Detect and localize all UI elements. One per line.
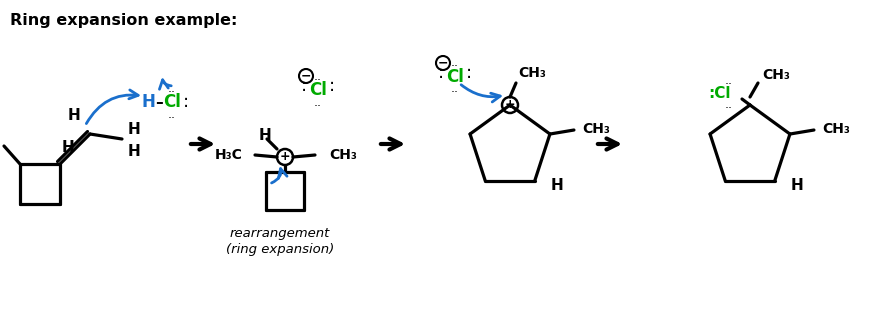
Text: +: + — [280, 150, 290, 163]
Text: Cl: Cl — [163, 93, 181, 111]
Text: ..: .. — [168, 82, 176, 95]
Text: +: + — [504, 99, 516, 111]
Text: CH₃: CH₃ — [582, 122, 610, 136]
Text: Cl: Cl — [309, 81, 327, 99]
Text: H: H — [128, 144, 141, 158]
Text: H: H — [128, 121, 141, 137]
Text: ..: .. — [314, 95, 322, 109]
Text: H₃C: H₃C — [215, 148, 243, 162]
Text: ..: .. — [451, 82, 459, 95]
Text: H: H — [259, 128, 271, 143]
Text: H: H — [141, 93, 155, 111]
Text: ..: .. — [451, 56, 459, 70]
Text: :: : — [183, 93, 189, 111]
Text: :: : — [438, 64, 444, 82]
Text: –: – — [155, 95, 163, 110]
Text: Cl: Cl — [446, 68, 464, 86]
Text: H: H — [791, 178, 803, 193]
Text: ..: .. — [314, 70, 322, 82]
Text: −: − — [301, 70, 311, 82]
Text: −: − — [438, 56, 448, 70]
Text: H: H — [67, 109, 80, 124]
Text: CH₃: CH₃ — [518, 66, 546, 80]
Text: :: : — [301, 77, 307, 95]
Text: ..: .. — [725, 74, 733, 86]
Text: :Cl: :Cl — [708, 85, 731, 100]
Text: :: : — [466, 64, 472, 82]
Text: Ring expansion example:: Ring expansion example: — [10, 13, 238, 28]
Text: (ring expansion): (ring expansion) — [225, 242, 334, 256]
Text: CH₃: CH₃ — [329, 148, 357, 162]
Text: rearrangement: rearrangement — [230, 227, 330, 241]
Text: H: H — [62, 140, 74, 155]
Text: ..: .. — [725, 99, 733, 111]
Text: H: H — [551, 178, 564, 193]
Text: :: : — [329, 77, 335, 95]
Text: CH₃: CH₃ — [822, 122, 850, 136]
Text: ..: .. — [168, 108, 176, 120]
Text: CH₃: CH₃ — [762, 68, 790, 82]
